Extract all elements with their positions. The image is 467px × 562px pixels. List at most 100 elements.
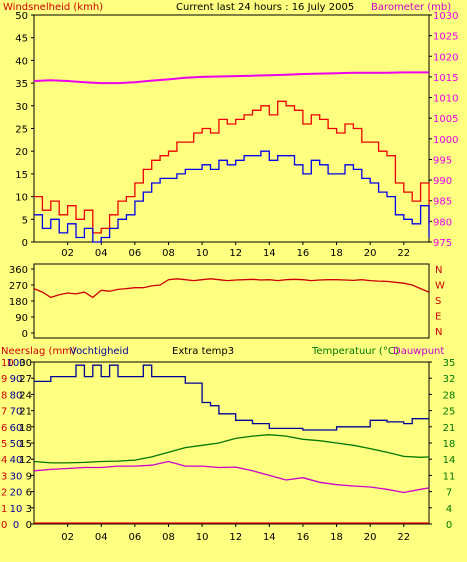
rain-y-tick-label: 10 bbox=[1, 358, 14, 369]
direction-y-tick-label: 180 bbox=[9, 297, 28, 308]
extra-temp-y-tick-label: 24 bbox=[19, 390, 32, 401]
chart-title: Current last 24 hours : 16 July 2005 bbox=[176, 2, 354, 13]
wind-x-tick-label: 18 bbox=[330, 248, 343, 259]
temperature-y-tick-label: 11 bbox=[443, 471, 456, 482]
wind-y-tick-label: 25 bbox=[15, 125, 28, 136]
barometer-y-tick-label: 1015 bbox=[433, 73, 458, 84]
humidity-y-tick-label: 100 bbox=[6, 358, 25, 369]
temperature-y-tick-label: 21 bbox=[443, 423, 456, 434]
barometer-y-tick-label: 1010 bbox=[433, 94, 458, 105]
extra-temp-y-tick-label: 21 bbox=[19, 407, 32, 418]
humidity-y-tick-label: 50 bbox=[10, 439, 23, 450]
rain-y-tick-label: 9 bbox=[1, 374, 7, 385]
rain-y-tick-label: 8 bbox=[1, 390, 7, 401]
wind-speed-axis-label: Windsnelheid (kmh) bbox=[3, 2, 103, 13]
climate-x-tick-label: 06 bbox=[128, 532, 141, 543]
extra-temp-y-tick-label: 15 bbox=[19, 439, 32, 450]
wind-y-tick-label: 50 bbox=[15, 11, 28, 22]
direction-y-tick-label: 360 bbox=[9, 265, 28, 276]
barometer-y-tick-label: 1030 bbox=[433, 11, 458, 22]
extra-temp-y-tick-label: 12 bbox=[19, 455, 32, 466]
climate-x-tick-label: 20 bbox=[364, 532, 377, 543]
wind-average-line bbox=[34, 150, 430, 243]
temperature-y-tick-label: 0 bbox=[446, 520, 452, 531]
humidity-y-tick-label: 0 bbox=[13, 520, 19, 531]
barometer-y-tick-label: 1005 bbox=[433, 114, 458, 125]
barometer-y-tick-label: 980 bbox=[433, 217, 452, 228]
humidity-y-tick-label: 90 bbox=[10, 374, 23, 385]
climate-plot-frame bbox=[33, 361, 430, 525]
extra-temp-label: Extra temp3 bbox=[172, 346, 234, 357]
rain-y-tick-label: 6 bbox=[1, 423, 7, 434]
climate-x-tick-label: 16 bbox=[297, 532, 310, 543]
temperature-y-tick-label: 35 bbox=[443, 358, 456, 369]
direction-plot-frame bbox=[33, 263, 430, 339]
humidity-y-tick-label: 10 bbox=[10, 504, 23, 515]
rain-y-tick-label: 4 bbox=[1, 455, 7, 466]
direction-y-tick-label: 90 bbox=[15, 313, 28, 324]
compass-label: S bbox=[435, 296, 441, 307]
rain-y-tick-label: 7 bbox=[1, 407, 7, 418]
rain-y-tick-label: 3 bbox=[1, 471, 7, 482]
humidity-y-tick-label: 70 bbox=[10, 407, 23, 418]
direction-y-tick-label: 270 bbox=[9, 281, 28, 292]
barometer-axis-label: Barometer (mb) bbox=[371, 2, 451, 13]
extra-temp-y-tick-label: 30 bbox=[19, 358, 32, 369]
wind-x-tick-label: 20 bbox=[364, 248, 377, 259]
climate-x-tick-label: 18 bbox=[330, 532, 343, 543]
extra-temp-y-tick-label: 18 bbox=[19, 423, 32, 434]
wind-x-tick-label: 08 bbox=[162, 248, 175, 259]
wind-x-tick-label: 14 bbox=[263, 248, 276, 259]
humidity-y-tick-label: 40 bbox=[10, 455, 23, 466]
barometer-y-tick-label: 990 bbox=[433, 176, 452, 187]
wind-y-tick-label: 10 bbox=[15, 193, 28, 204]
barometer-y-tick-label: 975 bbox=[433, 238, 452, 249]
wind-y-tick-label: 40 bbox=[15, 56, 28, 67]
extra-temp-y-tick-label: 3 bbox=[26, 504, 32, 515]
temperature-axis-label: Temperatuur (°C) bbox=[311, 346, 399, 357]
rain-y-tick-label: 2 bbox=[1, 488, 7, 499]
barometer-y-tick-label: 995 bbox=[433, 155, 452, 166]
wind-x-tick-label: 02 bbox=[61, 248, 74, 259]
wind-y-tick-label: 30 bbox=[15, 102, 28, 113]
dewpoint-line bbox=[33, 460, 430, 494]
wind-x-tick-label: 06 bbox=[128, 248, 141, 259]
climate-x-tick-label: 14 bbox=[263, 532, 276, 543]
extra-temp-y-tick-label: 9 bbox=[26, 471, 32, 482]
dewpoint-axis-label: Dauwpunt bbox=[393, 346, 444, 357]
temperature-y-tick-label: 4 bbox=[446, 504, 452, 515]
climate-x-tick-label: 04 bbox=[95, 532, 108, 543]
compass-label: W bbox=[435, 281, 445, 292]
humidity-axis-label: Vochtigheid bbox=[70, 346, 129, 357]
compass-label: N bbox=[435, 265, 442, 276]
temperature-y-tick-label: 25 bbox=[443, 407, 456, 418]
wind-gust-line bbox=[34, 100, 430, 234]
climate-x-tick-label: 02 bbox=[61, 532, 74, 543]
humidity-y-tick-label: 60 bbox=[10, 423, 23, 434]
climate-x-tick-label: 10 bbox=[196, 532, 209, 543]
barometer-y-tick-label: 985 bbox=[433, 197, 452, 208]
rain-axis-label: Neerslag (mm) bbox=[1, 346, 76, 357]
wind-x-tick-label: 16 bbox=[297, 248, 310, 259]
wind-x-tick-label: 12 bbox=[229, 248, 242, 259]
extra-temp-y-tick-label: 6 bbox=[26, 488, 32, 499]
rain-y-tick-label: 5 bbox=[1, 439, 7, 450]
compass-label: E bbox=[435, 312, 441, 323]
barometer-y-tick-label: 1020 bbox=[433, 52, 458, 63]
humidity-y-tick-label: 80 bbox=[10, 390, 23, 401]
barometer-line bbox=[33, 71, 429, 85]
wind-y-tick-label: 45 bbox=[15, 34, 28, 45]
rain-y-tick-label: 1 bbox=[1, 504, 7, 515]
barometer-y-tick-label: 1025 bbox=[433, 32, 458, 43]
extra-temp-y-tick-label: 27 bbox=[19, 374, 32, 385]
temperature-y-tick-label: 7 bbox=[446, 488, 452, 499]
wind-direction-line bbox=[33, 278, 430, 299]
wind-x-tick-label: 10 bbox=[196, 248, 209, 259]
temperature-y-tick-label: 28 bbox=[443, 390, 456, 401]
humidity-line bbox=[34, 364, 429, 431]
wind-y-tick-label: 5 bbox=[22, 215, 28, 226]
direction-y-tick-label: 0 bbox=[22, 329, 28, 340]
compass-label: N bbox=[435, 327, 442, 338]
